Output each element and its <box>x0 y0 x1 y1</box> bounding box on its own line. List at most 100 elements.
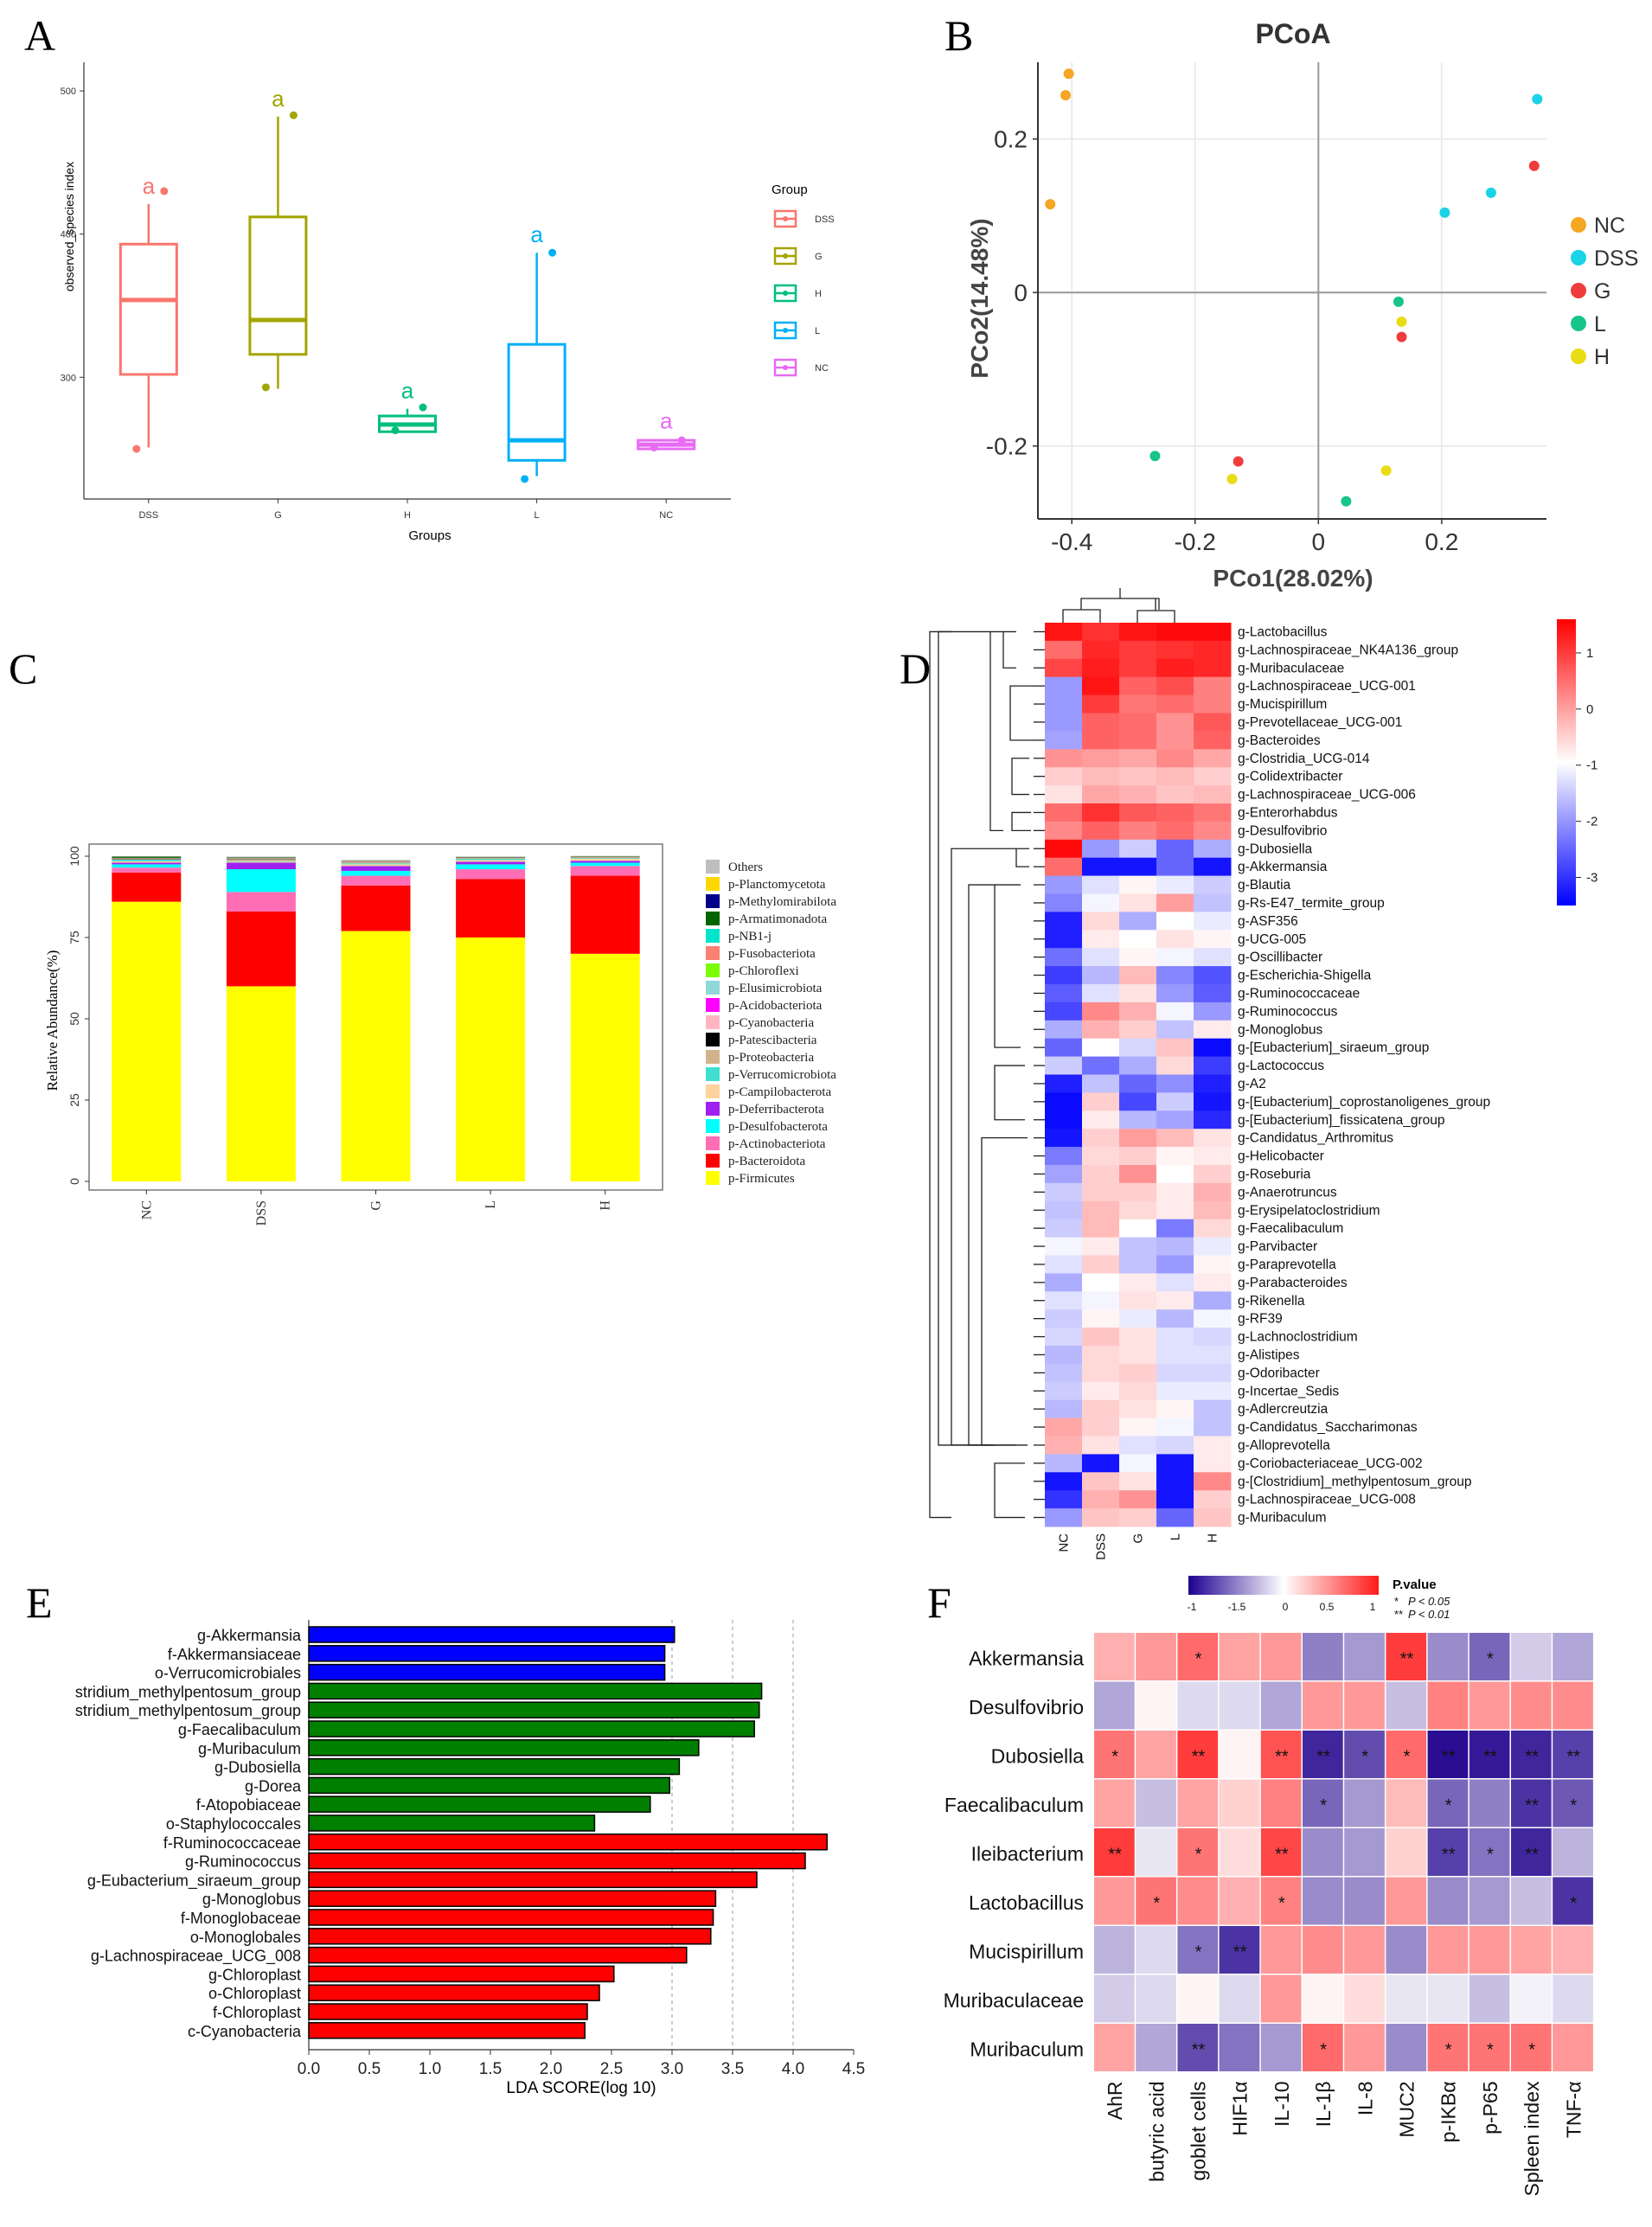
y-tick-label: 75 <box>67 931 81 944</box>
bar-label: g-Ruminococcus <box>185 1853 301 1871</box>
heatmap-cell <box>1082 1182 1120 1202</box>
stacked-bar-segment <box>341 863 411 865</box>
heatmap-cell <box>1177 1926 1219 1974</box>
heatmap-cell <box>1082 1291 1120 1310</box>
stacked-bar-segment <box>456 857 526 860</box>
bar-label: f-Monoglobaceae <box>181 1910 301 1927</box>
column-label: AhR <box>1104 2082 1126 2121</box>
significance-stars: * <box>1528 2040 1535 2059</box>
heatmap-cell <box>1156 984 1194 1003</box>
scatter-point <box>1380 465 1392 477</box>
row-label: g-A2 <box>1238 1077 1266 1091</box>
heatmap-cell <box>1082 857 1120 877</box>
significance-stars: ** <box>1567 1747 1581 1766</box>
y-axis-title: PCo2(14.48%) <box>966 218 993 378</box>
dendrogram-branch <box>1009 685 1034 741</box>
significance-stars: ** <box>1525 1845 1539 1864</box>
heatmap-cell <box>1119 1074 1157 1093</box>
row-label: g-Enterorhabdus <box>1238 805 1338 820</box>
scatter-point <box>1060 90 1072 101</box>
row-label: g-ASF356 <box>1238 914 1298 929</box>
heatmap-cell <box>1119 1417 1157 1437</box>
heatmap-cell <box>1553 1633 1593 1680</box>
heatmap-cell <box>1156 1237 1194 1256</box>
legend-label: DSS <box>1594 246 1638 271</box>
legend-tick-label: 1 <box>1370 1601 1376 1613</box>
stacked-bar-segment <box>226 986 296 1181</box>
heatmap-cell <box>1136 1974 1176 2023</box>
heatmap-cell <box>1119 731 1157 750</box>
heatmap-cell <box>1156 1399 1194 1419</box>
heatmap-cell <box>1082 658 1120 678</box>
bar-label: stridium_methylpentosum_group <box>75 1683 301 1701</box>
row-label: g-Muribaculum <box>1238 1511 1327 1526</box>
legend-swatch <box>706 998 720 1012</box>
heatmap-cell <box>1156 785 1194 804</box>
heatmap-cell <box>1045 1454 1083 1473</box>
significance-stars: * <box>1487 2040 1494 2059</box>
heatmap-cell <box>1094 1681 1135 1730</box>
lda-bar <box>308 2022 586 2039</box>
heatmap-cell <box>1045 966 1083 985</box>
x-tick-label: L <box>535 510 540 521</box>
heatmap-cell <box>1344 2024 1385 2071</box>
heatmap-cell <box>1303 1779 1343 1827</box>
heatmap-cell <box>1386 1974 1427 2023</box>
stacked-bar-segment <box>570 858 640 860</box>
legend-note-stars: * <box>1394 1595 1399 1608</box>
heatmap-cell <box>1194 1255 1232 1274</box>
heatmap-cell <box>1156 1363 1194 1383</box>
row-label: g-[Eubacterium]_coprostanoligenes_group <box>1238 1095 1490 1110</box>
legend-swatch <box>706 981 720 995</box>
heatmap-cell <box>1045 1363 1083 1383</box>
heatmap-cell <box>1136 1731 1176 1778</box>
heatmap-cell <box>1386 1877 1427 1925</box>
x-tick-label: 1.5 <box>479 2060 502 2078</box>
stacked-bar-segment <box>456 864 526 870</box>
row-label: g-Roseburia <box>1238 1167 1311 1181</box>
heatmap-cell <box>1082 731 1120 750</box>
heatmap-cell <box>1260 1974 1302 2023</box>
heatmap-cell <box>1553 1731 1593 1778</box>
heatmap-cell <box>1119 803 1157 822</box>
heatmap-cell <box>1045 1129 1083 1148</box>
heatmap-cell <box>1219 1731 1260 1778</box>
legend-tick-label: 0 <box>1586 702 1593 717</box>
column-label: butyric acid <box>1145 2082 1168 2182</box>
heatmap-cell <box>1511 1828 1552 1876</box>
y-tick-label: 500 <box>61 86 76 97</box>
legend-label: NC <box>1594 214 1625 238</box>
heatmap-cell <box>1119 1147 1157 1166</box>
heatmap-cell <box>1260 1731 1302 1778</box>
heatmap-cell <box>1082 1237 1120 1256</box>
row-label: Muribaculaceae <box>944 1989 1084 2012</box>
heatmap-cell <box>1082 1508 1120 1527</box>
legend-note-stars: ** <box>1394 1608 1403 1621</box>
heatmap-cell <box>1194 1219 1232 1238</box>
box-point <box>261 383 270 392</box>
panel-letter-e: E <box>26 1578 53 1627</box>
heatmap-cell <box>1119 1381 1157 1401</box>
x-tick-label: 4.5 <box>842 2060 865 2078</box>
heatmap-cell <box>1119 857 1157 877</box>
heatmap-cell <box>1156 623 1194 642</box>
significance-stars: * <box>1278 1894 1285 1913</box>
significance-letter: a <box>660 407 673 433</box>
legend-swatch <box>706 1154 720 1168</box>
heatmap-cell <box>1469 1633 1510 1680</box>
heatmap-cell <box>1194 1237 1232 1256</box>
heatmap-cell <box>1045 1002 1083 1021</box>
heatmap-cell <box>1156 912 1194 931</box>
heatmap-cell <box>1119 1508 1157 1527</box>
heatmap-cell <box>1344 1828 1385 1876</box>
scatter-point <box>1341 496 1352 507</box>
heatmap-cell <box>1219 1681 1260 1730</box>
heatmap-cell <box>1553 1926 1593 1974</box>
legend-key <box>1571 250 1586 266</box>
row-label: g-Lachnoclostridium <box>1238 1330 1358 1345</box>
heatmap-cell <box>1045 1038 1083 1058</box>
heatmap-cell <box>1119 966 1157 985</box>
stacked-bar-segment <box>456 860 526 862</box>
legend-swatch <box>706 1085 720 1098</box>
legend-label: p-Patescibacteria <box>728 1034 817 1047</box>
